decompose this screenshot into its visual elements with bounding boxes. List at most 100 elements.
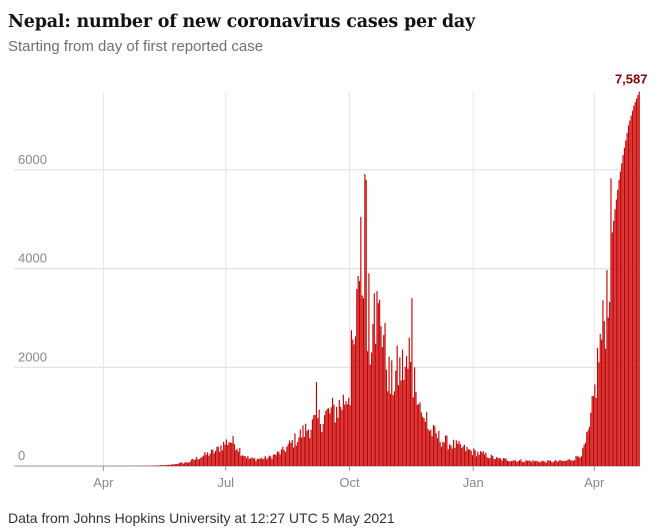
data-bar [202, 455, 205, 466]
data-bar [395, 370, 397, 466]
data-bar [447, 449, 449, 466]
data-bar [407, 368, 409, 466]
data-bar [510, 460, 513, 466]
data-bar [583, 444, 585, 466]
y-tick-label: 2000 [18, 349, 47, 364]
data-bar [566, 460, 568, 466]
data-bar [315, 382, 318, 466]
data-bar [621, 163, 623, 466]
data-bar [375, 343, 377, 466]
data-bar [177, 464, 179, 466]
data-bar [270, 456, 272, 466]
data-bar [231, 442, 233, 466]
data-bar [216, 446, 218, 466]
data-bar [323, 415, 326, 466]
data-bar [303, 436, 305, 466]
data-bar [388, 356, 390, 466]
data-bar [169, 464, 171, 466]
data-bar [288, 440, 291, 466]
data-bar [531, 462, 533, 466]
data-bar [354, 336, 357, 466]
data-bar [401, 349, 404, 466]
data-bar [595, 397, 597, 466]
data-bar [536, 460, 538, 466]
data-bar [344, 404, 346, 466]
data-bar [325, 410, 327, 466]
x-tick-label: Oct [339, 475, 360, 490]
data-bar [540, 461, 542, 466]
data-bar [551, 462, 553, 466]
data-bar [506, 460, 508, 466]
data-bar [352, 339, 354, 466]
data-bar [327, 408, 330, 466]
data-bar [578, 456, 580, 466]
data-bar [305, 423, 307, 466]
data-bar [514, 460, 517, 466]
data-bar [244, 456, 246, 466]
data-bar [427, 429, 429, 466]
data-bar [633, 105, 635, 466]
data-bar [489, 458, 491, 466]
data-bar [260, 457, 262, 466]
data-bar [553, 460, 556, 466]
data-bar [451, 448, 453, 466]
data-bar [590, 412, 592, 466]
data-bar [297, 441, 299, 466]
data-bar [579, 457, 581, 466]
data-bar [576, 456, 578, 466]
data-bar [362, 298, 365, 466]
data-bar [227, 444, 229, 466]
data-bar [574, 460, 576, 466]
data-bar [373, 293, 375, 466]
chart-source: Data from Johns Hopkins University at 12… [8, 510, 395, 526]
data-bar [278, 451, 280, 466]
data-bar [438, 430, 440, 466]
data-bar [618, 179, 620, 466]
data-bar [298, 437, 300, 466]
data-bar [306, 431, 308, 466]
data-bar [220, 445, 222, 466]
data-bar [302, 425, 304, 466]
data-bar [377, 303, 379, 466]
data-bar [205, 454, 207, 466]
data-bar [366, 351, 369, 466]
data-bar [588, 426, 591, 466]
data-bar [284, 451, 287, 466]
data-bar [463, 444, 465, 466]
data-bar [217, 446, 219, 466]
data-bar [383, 335, 385, 466]
data-bar [379, 299, 381, 466]
data-bar [444, 435, 447, 466]
data-bar [295, 445, 297, 466]
data-bar [397, 385, 400, 466]
data-bar [475, 456, 478, 466]
data-bar [389, 393, 391, 466]
data-bar [603, 321, 605, 466]
data-bar [189, 461, 191, 466]
data-bar [176, 464, 178, 466]
data-bar [334, 422, 336, 466]
data-bar [609, 301, 611, 466]
data-bar [188, 462, 190, 466]
data-bar [449, 444, 451, 466]
data-bar [371, 352, 373, 466]
data-bar [617, 189, 619, 467]
data-bar [392, 395, 394, 466]
data-bar [337, 417, 339, 466]
data-bar [192, 459, 194, 466]
data-bar [432, 424, 435, 466]
data-bar [266, 459, 268, 466]
data-bar [341, 410, 343, 466]
y-tick-label: 6000 [18, 152, 47, 167]
data-bar [259, 458, 261, 466]
data-bar [627, 125, 630, 466]
x-tick-label: Apr [584, 475, 605, 490]
data-bar [635, 98, 638, 466]
data-bar [623, 147, 626, 467]
data-bar [376, 291, 378, 466]
data-bar [228, 442, 230, 466]
data-bar [485, 452, 487, 466]
data-bar [509, 461, 511, 466]
data-bar [563, 460, 565, 466]
